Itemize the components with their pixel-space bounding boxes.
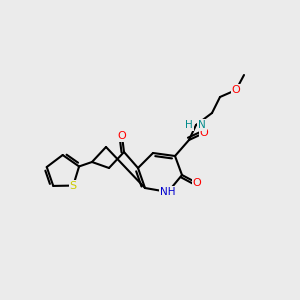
Text: H: H <box>185 120 193 130</box>
Text: O: O <box>118 131 126 141</box>
Text: O: O <box>193 178 201 188</box>
Text: N: N <box>198 120 206 130</box>
Text: NH: NH <box>160 187 176 197</box>
Text: O: O <box>200 128 208 138</box>
Text: S: S <box>70 181 77 190</box>
Text: O: O <box>232 85 240 95</box>
